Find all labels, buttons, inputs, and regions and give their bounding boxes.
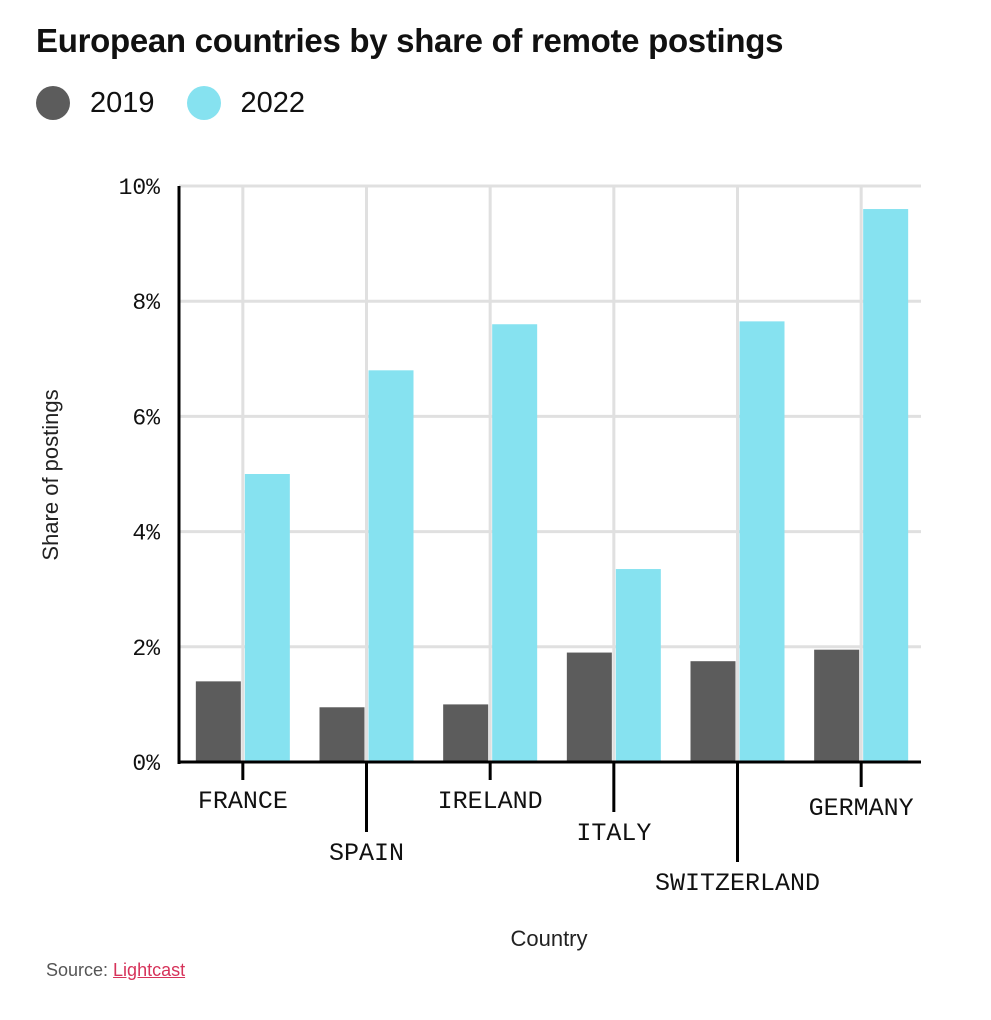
- axes: [177, 186, 921, 862]
- y-tick-label: 4%: [132, 521, 160, 547]
- y-tick-label: 10%: [119, 175, 161, 201]
- y-axis-title: Share of postings: [38, 389, 63, 560]
- legend-swatch-2022: [186, 86, 221, 120]
- bar-2022-italy: [615, 569, 661, 762]
- legend-label-2019: 2019: [90, 86, 155, 119]
- y-tick-label: 6%: [132, 405, 160, 431]
- legend-item-2019: 2019: [36, 86, 155, 120]
- source-note: Source: Lightcast: [46, 960, 185, 981]
- legend-swatch-2019: [36, 86, 70, 120]
- labels: 0% 2% 4% 6% 8% 10% FRANCE SPAIN IRELAND ITALYSWIT…: [119, 175, 914, 898]
- x-tick-label-switzerland: SWITZERLAND: [655, 869, 820, 898]
- x-tick-label-germany: GERMANY: [809, 794, 914, 823]
- x-axis-title: Country: [510, 926, 587, 951]
- x-tick-label-ireland: IRELAND: [438, 787, 543, 816]
- bar-2019-spain: [319, 707, 365, 762]
- y-tick-label: 8%: [132, 290, 160, 316]
- legend-label-2022: 2022: [240, 86, 306, 119]
- legend-item-2022: 2022: [186, 86, 306, 120]
- bar-2019-france: [195, 681, 241, 762]
- bar-2022-germany: [863, 209, 909, 763]
- x-tick-label-spain: SPAIN: [329, 839, 404, 868]
- y-tick-label: 0%: [132, 751, 160, 777]
- legend: 2019 2022: [36, 86, 337, 120]
- source-prefix: Source:: [46, 960, 114, 980]
- bar-2022-ireland: [492, 324, 538, 762]
- bar-2019-switzerland: [690, 661, 736, 762]
- bar-2022-france: [244, 474, 290, 762]
- y-tick-label: 2%: [132, 636, 160, 662]
- bar-2019-germany: [814, 649, 860, 762]
- grid: [179, 184, 921, 762]
- x-tick-label-italy: ITALY: [576, 819, 651, 848]
- bar-2022-spain: [368, 370, 414, 762]
- source-link[interactable]: Lightcast: [113, 960, 186, 980]
- bar-2019-ireland: [443, 704, 489, 762]
- x-tick-label-france: FRANCE: [198, 787, 288, 816]
- bar-2022-switzerland: [739, 321, 785, 762]
- bars: [195, 209, 909, 763]
- chart-title: European countries by share of remote po…: [36, 22, 784, 59]
- bar-2019-italy: [566, 652, 612, 762]
